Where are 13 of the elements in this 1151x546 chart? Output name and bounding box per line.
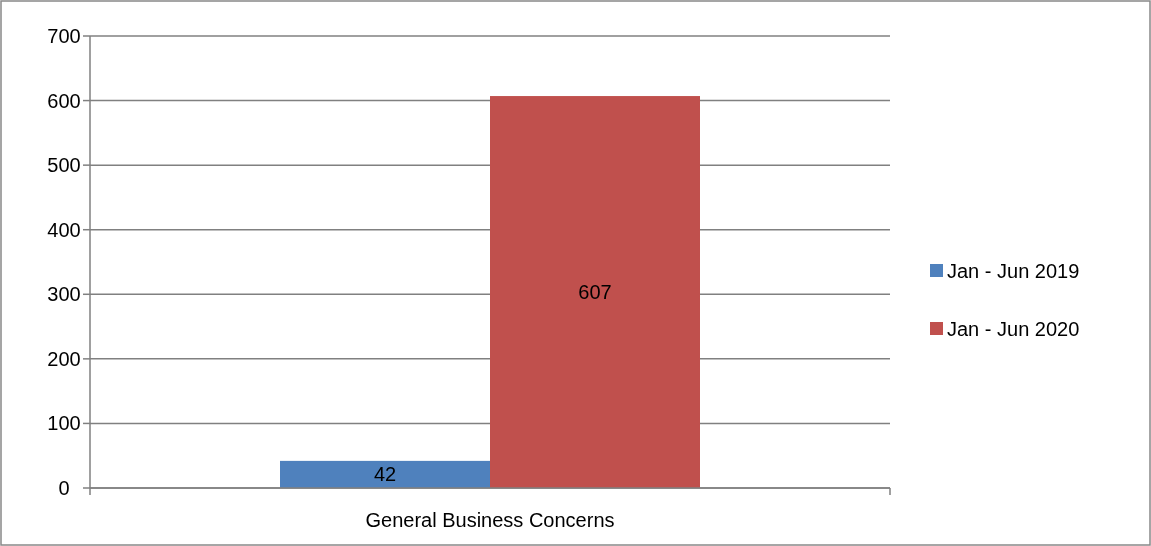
data-label: 42 — [373, 463, 397, 486]
y-tick-label: 400 — [47, 218, 81, 241]
y-tick-label: 100 — [47, 412, 81, 435]
legend-label: Jan - Jun 2020 — [947, 318, 1080, 340]
x-tick-label: General Business Concerns — [365, 509, 615, 531]
y-tick-label: 0 — [58, 477, 70, 499]
y-tick-label: 600 — [47, 89, 81, 112]
y-tick-label: 500 — [47, 154, 81, 177]
y-tick-label: 700 — [47, 25, 81, 47]
data-label: 607 — [578, 281, 612, 304]
y-tick-label: 200 — [47, 347, 81, 370]
y-tick-label: 300 — [47, 283, 81, 306]
legend-label: Jan - Jun 2019 — [947, 260, 1080, 282]
